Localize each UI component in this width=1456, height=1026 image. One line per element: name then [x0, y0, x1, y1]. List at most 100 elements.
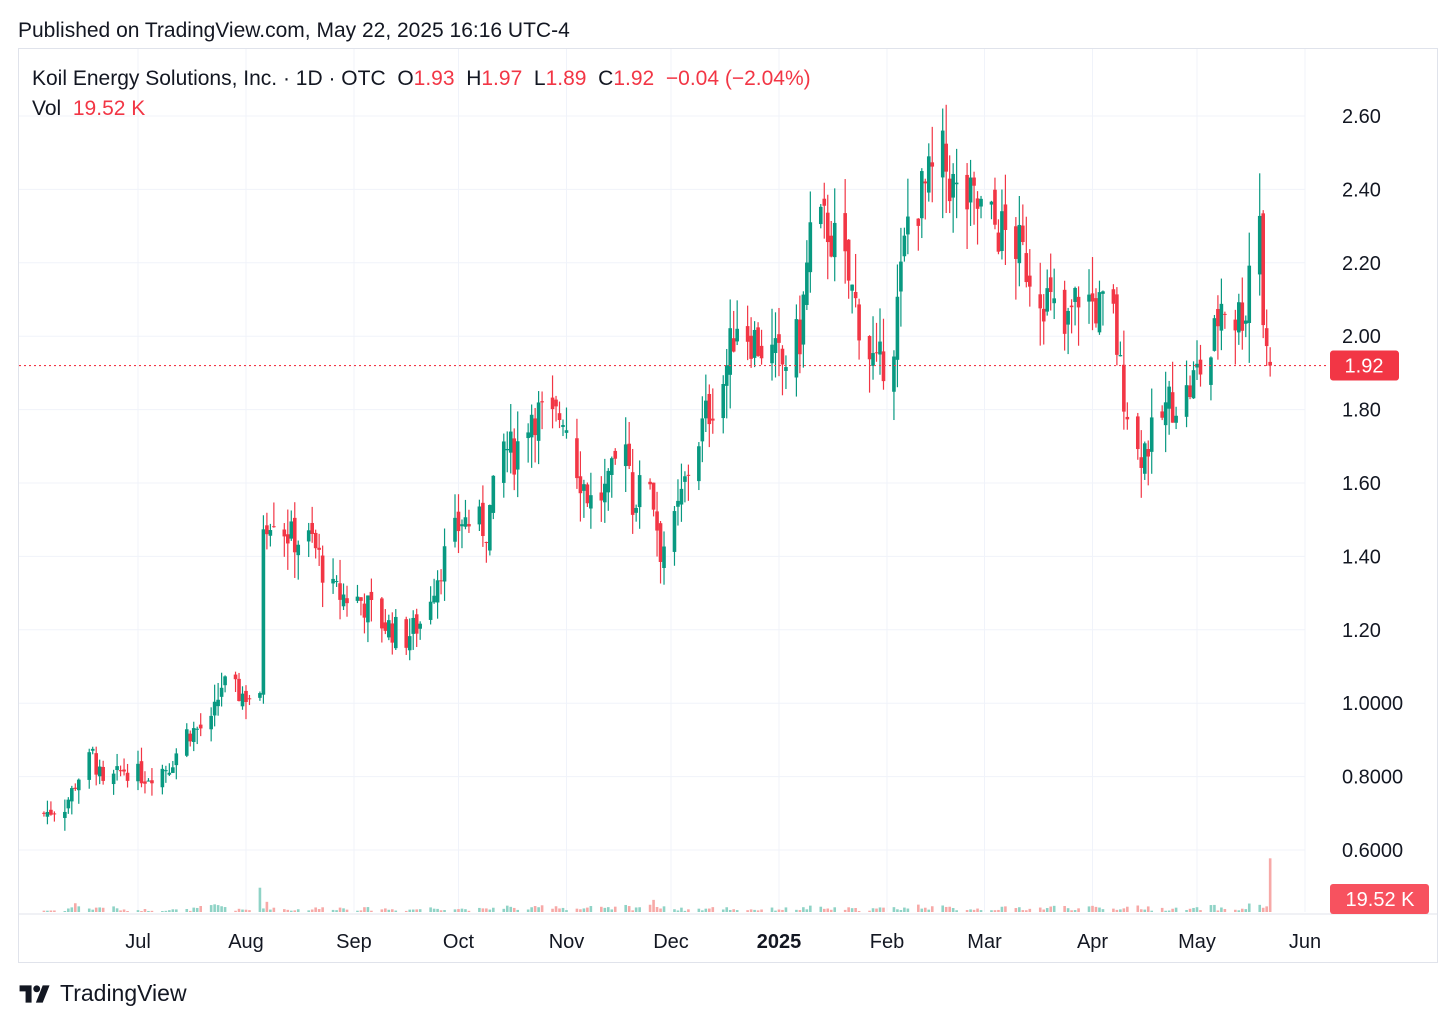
volume-bar: [342, 908, 345, 912]
x-tick-label: Sep: [336, 931, 372, 953]
volume-bar: [551, 908, 554, 912]
volume-bar: [1073, 910, 1077, 912]
candle-body: [867, 336, 872, 360]
candle-body: [171, 767, 175, 773]
volume-bar: [1122, 908, 1126, 912]
candle-body: [237, 678, 241, 702]
candle-body: [1237, 302, 1241, 333]
candle-body: [258, 693, 262, 698]
candle-body: [676, 500, 680, 507]
volume-bar: [1091, 905, 1094, 912]
candle-body: [90, 748, 95, 751]
volume-bar: [1192, 907, 1195, 912]
candle-body: [554, 399, 558, 407]
candle-body: [508, 431, 513, 453]
volume-bar: [920, 908, 924, 912]
candle-body: [853, 291, 858, 299]
candle-body: [1212, 318, 1217, 351]
candle-body: [439, 580, 443, 582]
candle-body: [1087, 294, 1091, 302]
volume-bar: [220, 906, 223, 912]
volume-bar: [1167, 910, 1171, 912]
candle-body: [292, 517, 297, 553]
volume-bar: [1052, 905, 1056, 912]
candle-body: [1170, 392, 1175, 423]
candle-body: [784, 367, 788, 371]
volume-bar: [1042, 909, 1046, 912]
candle-body: [557, 413, 562, 420]
x-tick-label: Apr: [1077, 931, 1108, 953]
candle-body: [637, 475, 642, 508]
volume-bar: [530, 907, 533, 912]
candle-body: [244, 690, 248, 703]
volume-bar: [857, 910, 861, 912]
candle-body: [968, 177, 973, 203]
volume-bar: [770, 907, 774, 912]
candle-body: [282, 529, 287, 537]
volume-bar: [648, 904, 652, 912]
candle-body: [1045, 288, 1050, 312]
volume-bar: [262, 908, 265, 912]
candle-body: [906, 216, 910, 235]
volume-bar: [606, 907, 610, 912]
candle-body: [1261, 213, 1265, 326]
candle-body: [1243, 320, 1248, 324]
volume-bar: [460, 908, 464, 912]
candle-body: [355, 596, 360, 601]
candle-body: [261, 529, 266, 695]
volume-bar: [1098, 907, 1101, 912]
candle-body: [745, 326, 750, 342]
volume-bar: [1139, 909, 1143, 912]
volume-legend: Vol 19.52 K: [32, 97, 145, 121]
volume-bar: [1087, 906, 1091, 912]
candle-body: [822, 198, 827, 206]
open-label: O: [397, 67, 414, 90]
volume-bar: [746, 910, 749, 912]
volume-bar: [809, 905, 812, 912]
candle-body: [1247, 265, 1252, 323]
volume-bar: [1119, 909, 1122, 912]
candle-body: [1090, 293, 1095, 302]
volume-bar: [272, 907, 276, 912]
candle-body: [167, 772, 172, 775]
volume-bar: [150, 910, 154, 912]
volume-bar: [749, 909, 753, 912]
candle-body: [390, 623, 395, 643]
candle-body: [101, 766, 105, 781]
candle-body: [735, 328, 739, 342]
volume-bar: [600, 906, 603, 912]
candle-body: [707, 393, 712, 425]
candle-body: [94, 753, 98, 775]
volume-bar: [659, 908, 662, 912]
candle-body: [331, 578, 335, 584]
candle-body: [975, 198, 980, 209]
candle-body: [76, 779, 81, 791]
volume-bar: [1213, 904, 1216, 912]
footer-brand-label: TradingView: [60, 980, 187, 1006]
candle-body: [801, 294, 806, 345]
volume-bar: [725, 907, 729, 912]
volume-bar: [882, 907, 885, 912]
candle-body: [1066, 310, 1070, 325]
footer-brand[interactable]: TradingView: [18, 980, 187, 1007]
candle-body: [174, 753, 179, 766]
volume-bar: [554, 906, 558, 912]
volume-bar: [356, 910, 359, 912]
volume-bar: [502, 908, 506, 912]
candle-body: [432, 595, 436, 603]
candle-body: [710, 418, 715, 421]
candle-body: [627, 443, 631, 466]
volume-bar: [98, 907, 101, 912]
candle-body: [1219, 303, 1224, 331]
candle-body: [501, 441, 506, 483]
volume-bar: [760, 909, 763, 912]
candle-body: [49, 809, 53, 815]
volume-bar: [701, 910, 704, 912]
candle-body: [216, 699, 220, 707]
candle-body: [268, 530, 273, 536]
candle-body: [818, 206, 823, 225]
candle-body: [1223, 313, 1227, 315]
volume-bar: [634, 907, 638, 912]
candle-body: [317, 547, 321, 550]
